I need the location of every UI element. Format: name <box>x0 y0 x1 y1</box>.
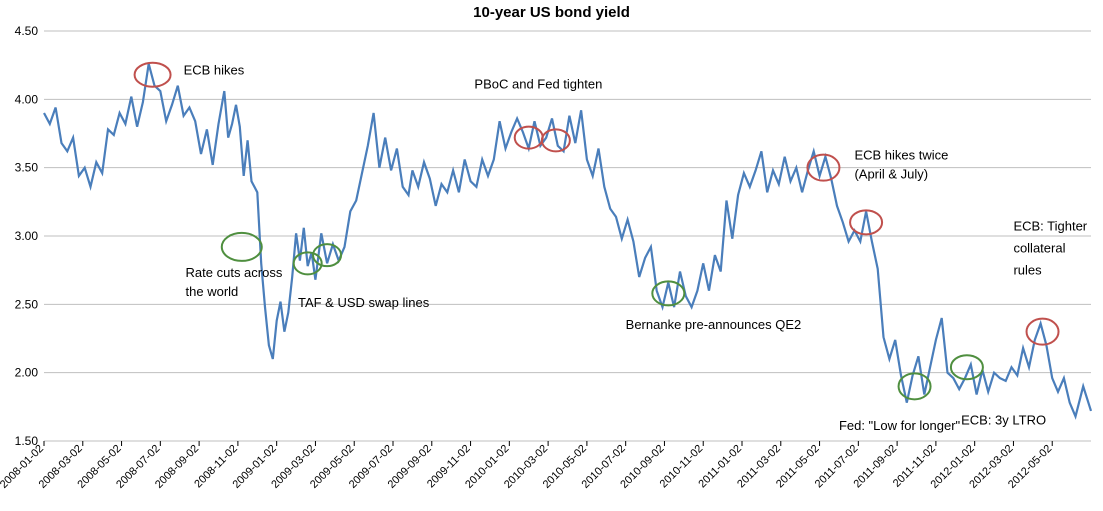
chart-title: 10-year US bond yield <box>0 0 1103 21</box>
event-label: Bernanke pre-announces QE2 <box>626 317 802 332</box>
y-tick-label: 4.00 <box>15 92 39 106</box>
y-axis: 1.502.002.503.003.504.004.50 <box>15 24 39 448</box>
event-label: Rate cuts across <box>186 265 283 280</box>
series-line <box>44 64 1091 417</box>
y-tick-label: 2.00 <box>15 366 39 380</box>
event-label: ECB hikes twice <box>854 147 948 162</box>
annotations: ECB hikes Rate cuts across the world TAF & … <box>135 63 1088 433</box>
event-label: rules <box>1013 262 1042 277</box>
gridlines <box>44 31 1091 441</box>
event-label: ECB: Tighter <box>1013 219 1087 234</box>
event-label: ECB hikes <box>184 63 245 78</box>
y-tick-label: 3.50 <box>15 161 39 175</box>
y-tick-label: 2.50 <box>15 297 39 311</box>
event-label: ECB: 3y LTRO <box>961 413 1046 428</box>
event-label: the world <box>186 284 239 299</box>
event-label: Fed: "Low for longer" <box>839 418 961 433</box>
x-axis: 2008-01-022008-03-022008-05-022008-07-02… <box>0 441 1054 491</box>
event-label: TAF & USD swap lines <box>298 295 430 310</box>
y-tick-label: 3.00 <box>15 229 39 243</box>
event-label: (April & July) <box>854 167 928 182</box>
event-marker <box>222 233 262 261</box>
y-tick-label: 4.50 <box>15 24 39 38</box>
event-label: collateral <box>1013 240 1065 255</box>
chart-container: 10-year US bond yield 1.502.002.503.003.… <box>0 0 1103 510</box>
event-label: PBoC and Fed tighten <box>474 76 602 91</box>
chart-svg: 1.502.002.503.003.504.004.502008-01-0220… <box>0 21 1103 511</box>
